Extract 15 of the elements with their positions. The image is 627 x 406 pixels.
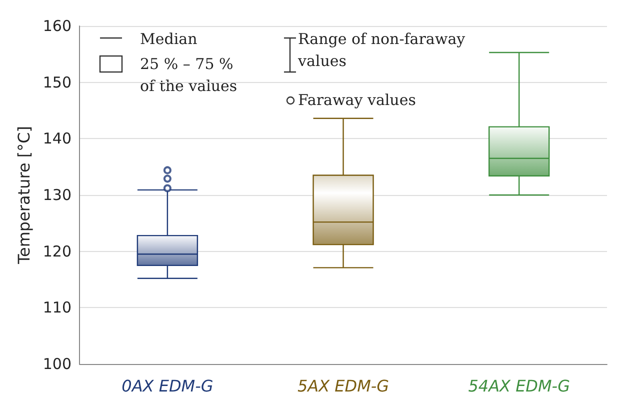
annotation: Range of non-faraway values [297,30,466,70]
y-tick-label: 120 [42,242,72,260]
y-tick-label: 160 [42,17,72,35]
annotation: 25 % – 75 % of the values [140,55,238,95]
annotation: Median [140,30,198,48]
y-axis-title: Temperature [°C] [14,126,34,266]
annotation: Faraway values [298,91,416,109]
y-tick-label: 110 [42,298,72,317]
y-tick-label: 150 [42,73,72,92]
x-tick-label: 5AX EDM-G [297,376,390,396]
y-tick-label: 100 [42,355,72,373]
y-tick-label: 140 [42,130,72,148]
x-tick-label: 54AX EDM-G [468,376,570,396]
x-tick-label: 0AX EDM-G [122,376,214,396]
y-tick-label: 130 [42,186,72,204]
